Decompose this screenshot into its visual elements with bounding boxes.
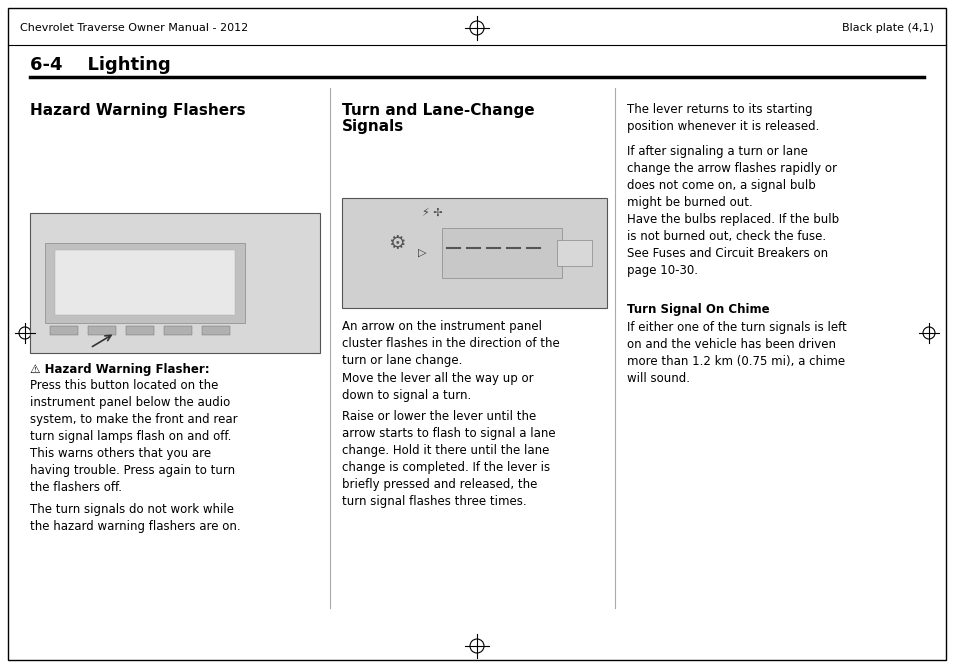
Text: Chevrolet Traverse Owner Manual - 2012: Chevrolet Traverse Owner Manual - 2012: [20, 23, 248, 33]
Bar: [557, 240, 592, 266]
Text: 6-4    Lighting: 6-4 Lighting: [30, 56, 171, 74]
Text: Turn and Lane-Change: Turn and Lane-Change: [341, 103, 534, 118]
Bar: [55, 250, 234, 315]
Bar: [441, 228, 561, 278]
Text: If either one of the turn signals is left
on and the vehicle has been driven
mor: If either one of the turn signals is lef…: [626, 321, 846, 385]
Text: Hazard Warning Flashers: Hazard Warning Flashers: [30, 103, 245, 118]
Bar: [341, 198, 606, 308]
Text: ⚡ ✢: ⚡ ✢: [421, 208, 442, 218]
Text: Have the bulbs replaced. If the bulb
is not burned out, check the fuse.
See Fuse: Have the bulbs replaced. If the bulb is …: [626, 213, 839, 277]
Bar: [50, 326, 78, 335]
Text: Black plate (4,1): Black plate (4,1): [841, 23, 933, 33]
Text: ⚙: ⚙: [388, 234, 405, 253]
Text: The lever returns to its starting
position whenever it is released.: The lever returns to its starting positi…: [626, 103, 819, 133]
Bar: [30, 213, 319, 353]
Bar: [126, 326, 153, 335]
Text: ⚠ Hazard Warning Flasher:: ⚠ Hazard Warning Flasher:: [30, 363, 210, 376]
Bar: [202, 326, 230, 335]
Text: Move the lever all the way up or
down to signal a turn.: Move the lever all the way up or down to…: [341, 372, 533, 402]
Text: If after signaling a turn or lane
change the arrow flashes rapidly or
does not c: If after signaling a turn or lane change…: [626, 145, 836, 209]
Text: Signals: Signals: [341, 119, 404, 134]
Text: Press this button located on the
instrument panel below the audio
system, to mak: Press this button located on the instrum…: [30, 379, 237, 494]
Text: ▷: ▷: [417, 248, 426, 258]
Text: The turn signals do not work while
the hazard warning flashers are on.: The turn signals do not work while the h…: [30, 503, 240, 533]
Bar: [45, 243, 245, 323]
Text: An arrow on the instrument panel
cluster flashes in the direction of the
turn or: An arrow on the instrument panel cluster…: [341, 320, 559, 367]
Text: Raise or lower the lever until the
arrow starts to flash to signal a lane
change: Raise or lower the lever until the arrow…: [341, 410, 555, 508]
Text: Turn Signal On Chime: Turn Signal On Chime: [626, 303, 769, 316]
Bar: [88, 326, 116, 335]
Bar: [164, 326, 192, 335]
